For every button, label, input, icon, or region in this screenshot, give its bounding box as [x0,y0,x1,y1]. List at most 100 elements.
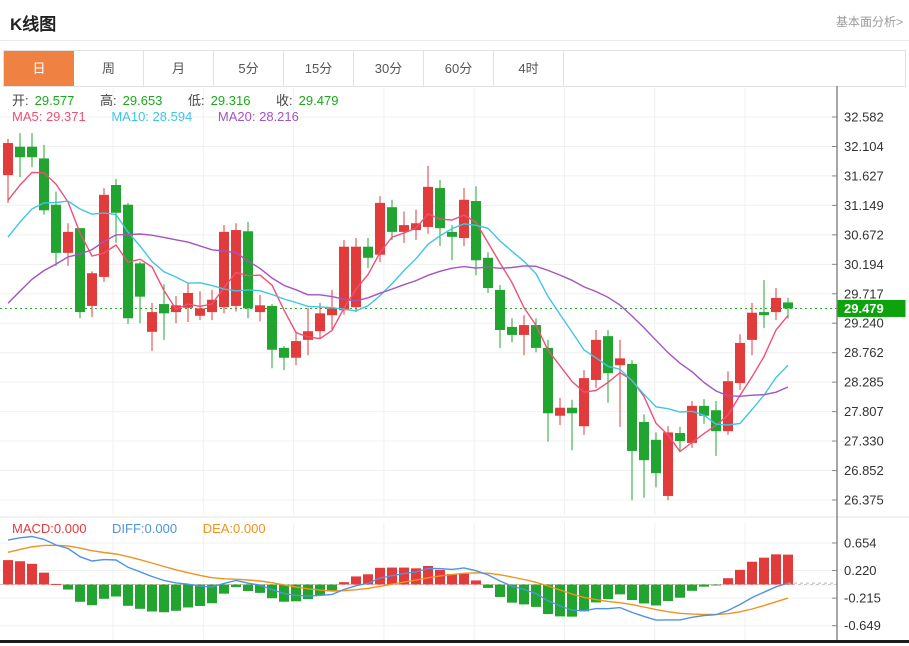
candle-body [219,231,229,308]
candle-body [27,146,37,158]
candle-body [315,313,325,332]
tab-interval-0[interactable]: 日 [4,51,74,86]
candle-body [159,304,169,314]
close-label: 收: [276,93,293,108]
candle-body [255,305,265,313]
macd-bar [783,554,793,585]
candle-body [303,331,313,340]
candle-body [279,347,289,358]
macd-bar [87,584,97,606]
candle-body [687,405,697,443]
tab-interval-6[interactable]: 60分 [424,51,494,86]
ma-legend: MA5: 29.371 MA10: 28.594 MA20: 28.216 [12,109,305,124]
macd-bar [51,583,61,585]
y-axis-label: 30.194 [844,257,884,272]
tab-interval-4[interactable]: 15分 [284,51,354,86]
candle-body [699,405,709,416]
candle-body [363,246,373,258]
macd-bar [219,584,229,594]
candle-body [675,433,685,442]
macd-bar [495,584,505,597]
macd-bar [255,584,265,593]
tab-interval-1[interactable]: 周 [74,51,144,86]
macd-value-legend: MACD:0.000 [12,521,87,536]
macd-bar [591,584,601,603]
macd-bar [195,584,205,607]
macd-bar [135,584,145,609]
diff-line [7,535,789,621]
y-axis-label: 32.582 [844,110,884,125]
ma10-legend: MA10: 28.594 [111,109,193,124]
candle-body [435,188,445,229]
tab-interval-3[interactable]: 5分 [214,51,284,86]
macd-bar [627,584,637,601]
chart-bottom-frame [0,640,909,643]
macd-axis-label: -0.649 [844,618,881,633]
ma20-legend: MA20: 28.216 [217,109,299,124]
candle-body [75,228,85,313]
candle-body [147,312,157,332]
macd-bar [327,584,337,592]
candle-body [399,225,409,232]
tab-interval-2[interactable]: 月 [144,51,214,86]
tab-interval-7[interactable]: 4时 [494,51,564,86]
candle-body [327,308,337,316]
ohlc-legend: 开: 29.577 高: 29.653 低: 29.316 收: 29.479 [12,90,344,109]
candle-body [723,381,733,432]
macd-bar [759,557,769,585]
macd-bar [555,584,565,617]
close-value: 29.479 [298,93,339,108]
macd-bar [351,576,361,585]
candle-body [183,292,193,308]
candle-body [111,184,121,213]
fundamental-analysis-link[interactable]: 基本面分析> [835,15,903,29]
macd-bar [339,582,349,585]
ma20-line [7,233,789,398]
candle-body [759,312,769,316]
candle-body [567,407,577,414]
y-axis-label: 29.240 [844,316,884,331]
dea-line [7,544,789,616]
macd-bar [231,584,241,588]
macd-bar [483,584,493,588]
macd-bar [171,584,181,611]
macd-bar [183,584,193,608]
macd-bar [507,584,517,603]
macd-bar [639,584,649,604]
tab-interval-5[interactable]: 30分 [354,51,424,86]
candle-body [63,231,73,253]
candle-body [627,363,637,451]
macd-bar [699,584,709,587]
macd-bar [675,584,685,598]
macd-bar [459,573,469,585]
candle-body [411,223,421,231]
interval-tabbar: 日周月 5分 15分 30分 60分 4时 [3,50,906,87]
candle-body [615,358,625,366]
candle-body [447,231,457,237]
current-price-badge-text: 29.479 [844,301,884,316]
y-axis-label: 27.330 [844,434,884,449]
macd-bar [543,584,553,615]
candle-body [339,246,349,311]
candle-body [99,194,109,277]
macd-bar [243,584,253,591]
macd-bar [771,554,781,585]
macd-bar [15,561,25,585]
ma10-line [7,200,789,426]
candle-body [39,158,49,211]
candle-body [639,421,649,461]
candle-body [495,289,505,330]
macd-bar [519,584,529,605]
page-title: K线图 [10,15,57,34]
candle-body [243,231,253,309]
candle-body [555,407,565,416]
candle-body [135,263,145,297]
header-divider [0,40,909,41]
macd-bar [303,584,313,600]
candle-body [351,246,361,308]
candle-body [15,146,25,158]
candle-body [483,257,493,289]
macd-bar [207,584,217,604]
candle-body [543,347,553,414]
